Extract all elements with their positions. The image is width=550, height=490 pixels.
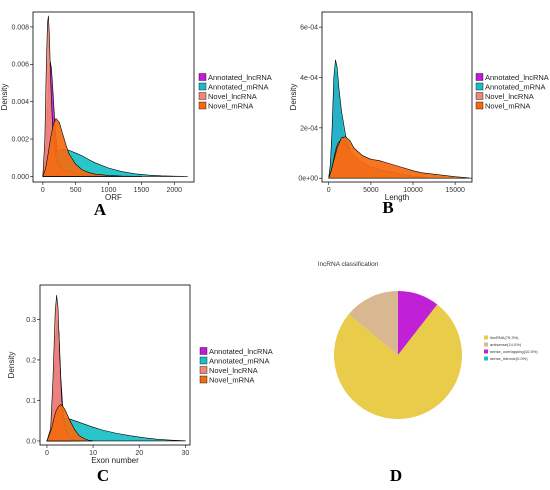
panel-c-y-tick-label: 0.0 (26, 438, 36, 445)
panel-a-y-tick-label: 0.008 (11, 24, 29, 31)
panel-a-legend-swatch (198, 82, 207, 91)
panel-c-x-tick-label: 10 (89, 450, 97, 457)
panel-c-legend-swatch (199, 356, 208, 365)
panel-b-x-tick-label: 5000 (363, 187, 379, 194)
panel-c-density-novel-mrna (46, 404, 94, 442)
panel-b-legend-swatch (475, 101, 484, 110)
panel-c-y-axis-label: Density (7, 352, 16, 379)
panel-c-legend-swatch (199, 366, 208, 374)
panel-b-x-tick-label: 10000 (403, 187, 423, 194)
panel-b-y-tick-label: 2e-04 (300, 125, 318, 132)
panel-b-density-novel-mrna (328, 136, 473, 179)
pie-chart-lncrna-classification: lncRNA classification lincRNA(75.3%) antis… (318, 261, 538, 420)
pie-legend-swatch (484, 356, 488, 361)
panel-a-x-tick-label: 500 (70, 187, 82, 194)
panel-c-legend-swatch (199, 347, 208, 355)
panel-b-y-axis-label: Density (289, 84, 298, 111)
panel-c-legend-label: Annotated_mRNA (209, 357, 269, 366)
panel-a-legend-swatch (198, 92, 207, 100)
panel-b-y-tick-label: 0e+00 (298, 176, 318, 183)
density-plot-exon-number: 0 10 20 30 0.0 0.1 0.2 0.3 Exon number Density Ann… (7, 284, 273, 465)
panel-c-legend-label: Annotated_lncRNA (209, 347, 273, 356)
panel-c-x-tick-label: 20 (135, 450, 143, 457)
panel-c-x-tick-label: 0 (45, 450, 49, 457)
panel-a-x-tick-label: 0 (41, 187, 45, 194)
panel-letter-d: D (390, 466, 402, 485)
panel-b-x-tick-label: 15000 (445, 187, 465, 194)
panel-a-y-tick-label: 0.004 (11, 99, 29, 106)
pie-legend-swatch (484, 335, 488, 340)
panel-a-y-tick-label: 0.002 (11, 136, 29, 143)
panel-letter-a: A (94, 200, 107, 219)
panel-a-x-axis-label: ORF (105, 193, 122, 202)
panel-d-title: lncRNA classification (318, 261, 379, 268)
panel-a-x-tick-label: 2000 (166, 187, 182, 194)
panel-a-y-tick-label: 0.000 (11, 174, 29, 181)
panel-a-x-tick-label: 1000 (101, 187, 117, 194)
pie-slice-antisense (348, 291, 398, 355)
panel-a-legend-label: Annotated_mRNA (208, 83, 268, 92)
density-plot-orf: 0 500 1000 1500 2000 0.000 0.002 0.004 0.006 0.00… (0, 11, 272, 202)
pie-legend-label: antisense(14.0%) (490, 342, 522, 347)
panel-c-y-tick-label: 0.1 (26, 398, 36, 405)
panel-c-legend-swatch (199, 375, 208, 384)
pie-legend-swatch (484, 349, 488, 354)
panel-b-legend-swatch (475, 92, 484, 100)
pie-legend-label: lincRNA(75.3%) (490, 335, 519, 340)
panel-b-legend-label: Novel_lncRNA (485, 92, 534, 101)
panel-b-x-axis-label: Length (385, 193, 409, 202)
panel-a-legend-swatch (198, 73, 207, 81)
panel-letter-b: B (382, 198, 393, 217)
pie-slice-lincrna (334, 304, 463, 420)
panel-a-legend-label: Novel_lncRNA (208, 92, 257, 101)
pie-slice-sense-overlapping (398, 291, 438, 355)
density-plot-length: 0 5000 10000 15000 0e+00 2e-04 4e-04 6e-04 Lengt… (289, 11, 549, 202)
panel-c-x-tick-label: 30 (181, 450, 189, 457)
panel-b-x-tick-label: 0 (327, 187, 331, 194)
panel-b-legend-swatch (475, 73, 484, 81)
panel-letter-c: C (97, 466, 109, 485)
panel-a-legend-label: Annotated_lncRNA (208, 73, 272, 82)
pie-legend-label: sense_intronic(0.0%) (490, 356, 528, 361)
panel-b-legend-label: Novel_mRNA (485, 102, 530, 111)
panel-a-legend-swatch (198, 101, 207, 110)
panel-c-x-axis-label: Exon number (91, 456, 139, 465)
panel-a-legend-label: Novel_mRNA (208, 102, 253, 111)
panel-c-legend-label: Novel_lncRNA (209, 366, 258, 375)
panel-c-y-tick-label: 0.2 (26, 357, 36, 364)
pie-legend-label: sense_overlapping(10.5%) (490, 349, 538, 354)
panel-b-legend-swatch (475, 82, 484, 91)
panel-a-y-axis-label: Density (0, 84, 9, 111)
panel-c-legend-label: Novel_mRNA (209, 376, 254, 385)
panel-b-legend-label: Annotated_lncRNA (485, 73, 549, 82)
panel-c-y-tick-label: 0.3 (26, 317, 36, 324)
pie-legend-swatch (484, 342, 488, 347)
panel-a-y-tick-label: 0.006 (11, 62, 29, 69)
panel-a-x-tick-label: 1500 (134, 187, 150, 194)
panel-b-legend-label: Annotated_mRNA (485, 83, 545, 92)
panel-a-density-novel-mrna (42, 117, 142, 178)
panel-b-y-tick-label: 4e-04 (300, 75, 318, 82)
panel-b-y-tick-label: 6e-04 (300, 25, 318, 32)
